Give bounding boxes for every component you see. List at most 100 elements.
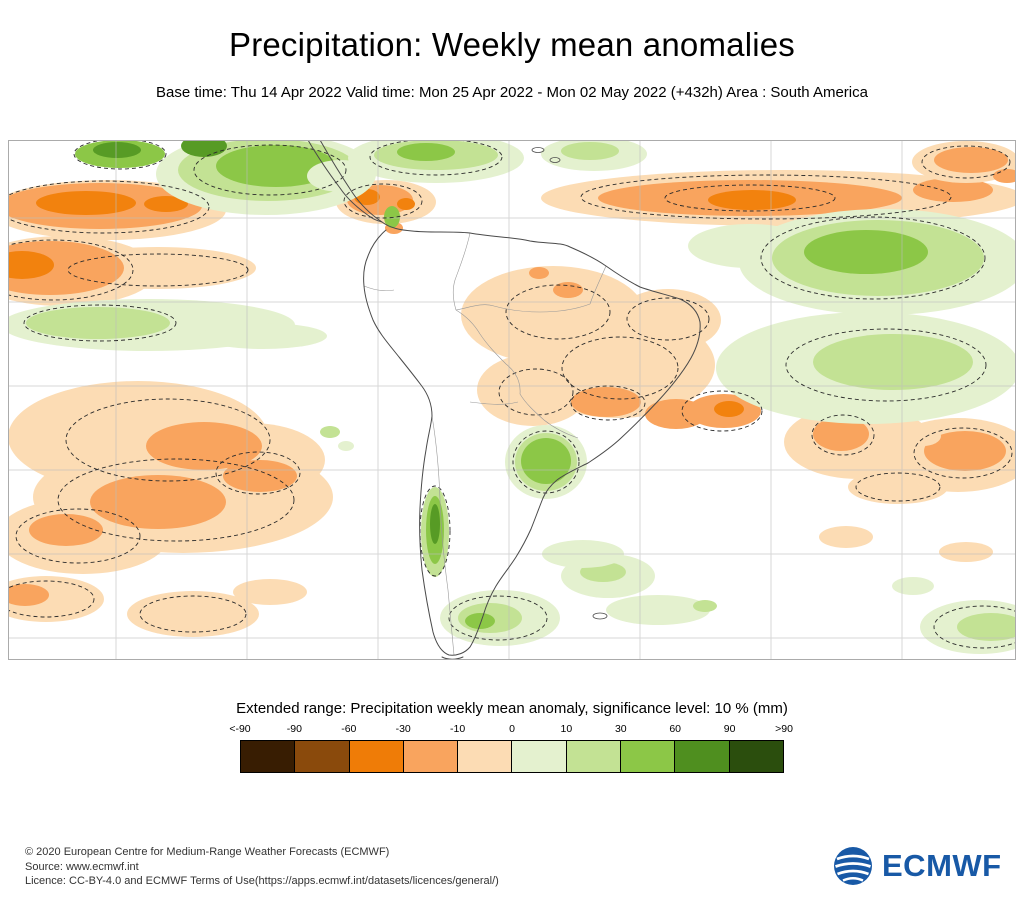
map-shape-dg [93,142,141,158]
chart-title: Precipitation: Weekly mean anomalies [228,26,796,63]
map-shape [836,854,870,861]
map-shape-dash [580,174,952,220]
map-shape-bo [36,191,136,215]
significance-contours [8,140,1016,649]
colorbar-ticks: <-90 -90 -60 -30 -10 0 10 30 60 90 >90 [229,723,793,737]
map-shape-mo [8,584,49,606]
map-shape-mg [804,230,928,274]
map-shape-mo [29,514,103,546]
map-shape-po [819,526,873,548]
map-shape-dash [505,284,611,340]
map-shape-dash [67,253,249,287]
map-shape-cborder [589,265,607,305]
colorbar-segment [621,741,676,772]
coastline-south-america [319,140,701,656]
map-shape-mg [216,145,336,187]
map-shape-dash [57,458,295,542]
colorbar-tick-label: 60 [669,723,682,735]
colorbar-segment [458,741,513,772]
colorbar-tick-label: <-90 [229,723,251,735]
colorbar-tick-label: 90 [723,723,736,735]
map-shape-dash [785,328,987,402]
map-shape-mo [924,431,1006,471]
map-shape-bo [397,198,415,210]
map-shape-bo [8,251,54,279]
coastline-central-america [307,140,383,223]
map-shape-dash [73,140,167,170]
ecmwf-logo: ECMWF [833,845,1002,887]
anomaly-fill-layer [8,140,1016,654]
map-shape-po [848,470,948,504]
map-shape-dash [193,144,347,196]
map-shape-pg [606,595,710,625]
colorbar-tick-label: -60 [341,723,357,735]
map-shape-dash [139,595,247,633]
map-shape-mo [146,422,262,470]
map-shape-dash [913,427,1013,479]
map-shape-dash [561,336,679,400]
map-gridlines [8,140,1016,660]
map-shape-mo [529,267,549,279]
map-shape-pg [338,441,354,451]
colorbar-tick-label: 10 [560,723,573,735]
map-shape-po [905,426,941,446]
ecmwf-logo-text: ECMWF [882,848,1002,883]
colorbar-segment [349,741,404,772]
map-shape-mo [223,460,297,492]
map-shape-mo [934,147,1008,173]
colorbar-segment [295,741,350,772]
map-shape [835,862,871,868]
map-shape-dash [343,183,423,219]
footer: © 2020 European Centre for Medium-Range … [25,845,499,889]
map-shape [842,877,864,882]
map-shape-mo [553,282,583,298]
map-shape-dash [448,595,548,641]
map-shape-dash [8,580,95,618]
map-shape-po [939,542,993,562]
map-shape-lg [561,142,619,160]
map-shape-cborder [363,285,395,292]
map-shape-dash [626,297,710,341]
legend-title: Extended range: Precipitation weekly mea… [236,700,788,717]
island-caribbean-2 [549,157,561,163]
map-frame [8,140,1016,660]
map-shape-pg [199,323,327,349]
map-shape-mg [521,438,571,484]
map-shape-mg [465,613,495,629]
colorbar-segment [675,741,730,772]
map-shape-bo [714,401,744,417]
map-shape-bo [144,196,188,212]
ecmwf-logo-icon [834,847,872,885]
colorbar-segment [403,741,459,772]
colorbar-tick-label: -90 [286,723,302,735]
map-shape-dash [933,605,1016,649]
colorbar-tick-label: 0 [509,723,515,735]
island-falkland [592,612,608,620]
map-shape-mg [397,143,455,161]
chart-subtitle: Base time: Thu 14 Apr 2022 Valid time: M… [156,84,868,101]
colorbar-tick-label: -30 [395,723,411,735]
colorbar-tick-label: >90 [775,723,793,735]
map-shape-po [127,591,259,637]
map-shape-lg [26,307,170,339]
map-shape-pg [892,577,934,595]
map-shape-lg [813,334,973,390]
map-shape-mo [90,475,226,529]
map-shape-dash [921,145,1011,179]
map-shape-dash [65,398,271,482]
map-shape-cborder [455,309,545,421]
map-shape-mo [571,387,641,417]
map-shape-dash [811,414,875,456]
map-shape-cborder [469,401,519,405]
map-shape-cborder [431,415,455,656]
map-shape-dash [8,239,134,301]
footer-licence: Licence: CC-BY-4.0 and ECMWF Terms of Us… [25,875,499,887]
map-shape-bo [708,190,796,210]
map-shape-dash [855,472,941,502]
map-shape-dash [215,451,301,495]
map-shape-cborder [452,232,471,311]
map-shape-po [233,579,307,605]
map-shape-dash [15,508,141,564]
map-shape-dash [681,390,763,432]
map-shape-po [477,354,589,426]
